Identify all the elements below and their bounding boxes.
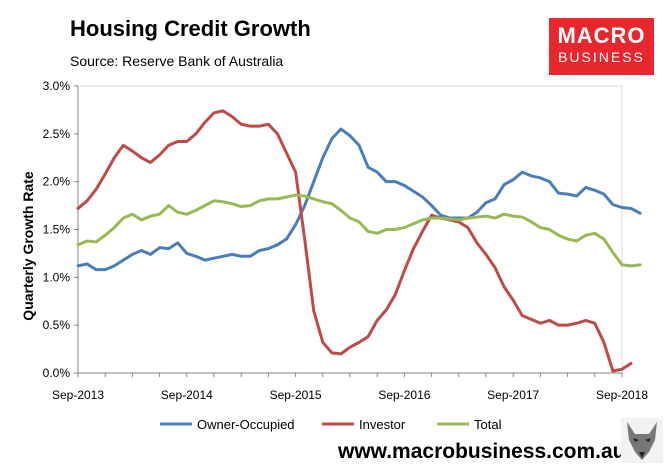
y-tick-label: 3.0%: [43, 79, 71, 93]
legend-item-investor: Investor: [322, 417, 406, 432]
series-line-total: [76, 193, 642, 268]
fox-logo-icon: [621, 418, 663, 463]
y-tick-label: 1.0%: [43, 270, 71, 284]
legend-item-owner-occupied: Owner-Occupied: [160, 417, 295, 432]
legend-label: Owner-Occupied: [197, 417, 295, 432]
legend-label: Investor: [359, 417, 406, 432]
y-tick-label: 2.5%: [43, 127, 71, 141]
series-line-investor: [76, 109, 633, 373]
chart-title: Housing Credit Growth: [70, 16, 311, 41]
logo-line2: BUSINESS: [558, 49, 645, 65]
series-line-owner-occupied: [76, 127, 642, 272]
logo-line1: MACRO: [557, 23, 646, 48]
x-tick-label: Sep-2014: [161, 388, 213, 402]
y-tick-label: 2.0%: [43, 175, 71, 189]
chart-source: Source: Reserve Bank of Australia: [70, 53, 284, 69]
legend-item-total: Total: [437, 417, 502, 432]
y-tick-label: 1.5%: [43, 223, 71, 237]
x-tick-label: Sep-2013: [52, 388, 104, 402]
legend-label: Total: [474, 417, 502, 432]
macrobusiness-logo: MACRO BUSINESS: [549, 18, 654, 75]
x-tick-label: Sep-2017: [487, 388, 539, 402]
y-tick-label: 0.5%: [43, 318, 71, 332]
x-tick-label: Sep-2015: [270, 388, 322, 402]
y-tick-label: 0.0%: [43, 366, 71, 380]
x-tick-label: Sep-2018: [596, 388, 648, 402]
footer-url: www.macrobusiness.com.au: [338, 440, 626, 463]
plot-area: [77, 85, 623, 374]
x-tick-label: Sep-2016: [378, 388, 430, 402]
